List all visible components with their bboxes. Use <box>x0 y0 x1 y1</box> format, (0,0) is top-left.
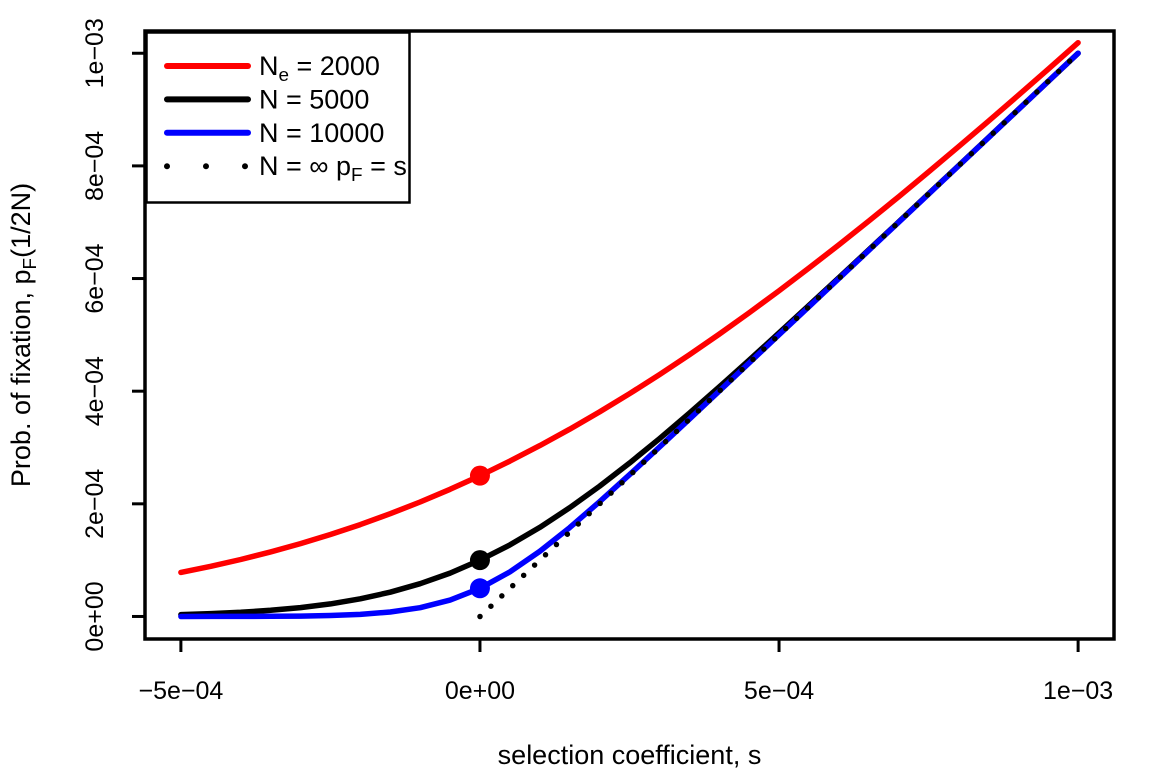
x-tick-label: 1e−03 <box>1043 677 1113 705</box>
legend-label: N = 5000 <box>259 84 369 114</box>
legend-item-0: Ne = 2000 <box>164 51 380 86</box>
x-tick-label: 0e+00 <box>445 677 515 705</box>
legend-box <box>145 31 411 204</box>
y-tick-label: 1e−03 <box>81 18 109 88</box>
y-axis-title: Prob. of fixation, pF(1/2N) <box>6 183 41 487</box>
legend-label: N = 10000 <box>259 118 384 148</box>
x-tick-label: 5e−04 <box>744 677 814 705</box>
y-tick-label: 0e+00 <box>81 581 109 651</box>
legend-item-1: N = 5000 <box>164 84 369 114</box>
y-tick-label: 2e−04 <box>81 469 109 539</box>
series-line-0-solid <box>178 39 1081 576</box>
plot-box <box>143 29 1116 641</box>
series-point-2 <box>469 578 490 599</box>
series-line-3-dotted <box>477 50 1081 620</box>
series-point-1 <box>469 550 490 571</box>
x-axis-title: selection coefficient, s <box>498 740 762 770</box>
series-point-0 <box>469 465 490 486</box>
legend-item-2: N = 10000 <box>164 118 384 148</box>
y-tick-label: 8e−04 <box>81 131 109 201</box>
y-tick-label: 4e−04 <box>81 356 109 426</box>
x-tick-label: −5e−04 <box>138 677 223 705</box>
legend-label: Ne = 2000 <box>259 51 380 86</box>
legend-item-3: N = ∞ pF = s <box>164 151 407 186</box>
y-tick-label: 6e−04 <box>81 243 109 313</box>
legend-label: N = ∞ pF = s <box>259 151 407 186</box>
